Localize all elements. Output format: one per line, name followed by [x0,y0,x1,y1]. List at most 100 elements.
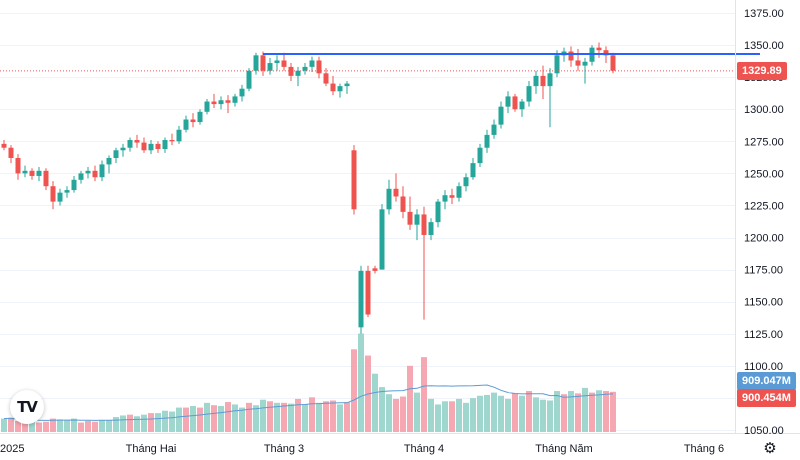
candle-body [1,143,7,148]
candle [78,170,84,184]
candle-body [582,61,588,66]
candle [288,63,294,82]
volume-bar [190,406,196,432]
volume-bar [582,387,588,432]
candle [449,188,455,205]
candle [155,141,161,153]
candle-body [71,179,77,191]
candle-body [414,214,420,225]
price-tick-label: 1300.00 [744,104,784,116]
candle [92,165,98,182]
candle-body [386,188,392,210]
candle [29,168,35,180]
candle [127,137,133,152]
volume-bar [29,419,35,432]
candle [498,101,504,129]
candle-body [519,101,525,110]
candle [36,166,42,182]
candle [71,175,77,193]
volume-bar [540,399,546,432]
volume-bars [1,333,616,432]
candle [477,143,483,167]
candle-body [246,70,252,89]
time-tick-label: Tháng 3 [264,443,304,455]
volume-bar [351,349,357,432]
time-tick-label: Tháng 6 [684,443,724,455]
candle-body [603,50,609,56]
volume-bar [512,393,518,432]
volume-bar [519,395,525,432]
candle-body [204,101,210,112]
candle [134,134,140,148]
volume-bar [288,403,294,432]
candle [22,165,28,178]
candle [239,84,245,102]
volume-bar [484,394,490,432]
volume-bar [323,401,329,432]
candle [414,209,420,241]
volume-bar [246,402,252,432]
volume-bar [379,387,385,432]
volume-bar [596,390,602,432]
volume-bar [204,402,210,432]
volume-bar [295,398,301,432]
candle-body [351,150,357,210]
last-price-label: 1329.89 [737,61,787,80]
volume-bar [267,401,273,432]
candle [57,188,63,206]
volume-ma-line [3,384,614,421]
candle-body [344,83,350,87]
candle-body [512,96,518,110]
candle-body [22,170,28,174]
candle [463,173,469,192]
candle-body [295,70,301,76]
volume-bar [36,422,42,432]
volume-bar [22,421,28,432]
volume-bar [428,398,434,432]
volume-bar [505,398,511,432]
candle-body [421,214,427,235]
volume-bar [253,405,259,432]
candle [1,140,7,151]
candle [183,115,189,133]
candle-body [190,119,196,123]
candle-body [57,192,63,202]
candle-body [155,143,161,150]
candle [365,265,371,318]
candle [407,196,413,230]
volume-bar [127,414,133,432]
candle [148,140,154,155]
price-tick-label: 1150.00 [744,297,783,309]
candle [421,206,427,320]
volume-bar [568,391,574,432]
candle [491,119,497,139]
volume-bar [169,411,175,432]
candle [589,45,595,66]
volume-bar [197,407,203,432]
candle [379,204,385,270]
volume-bar [400,396,406,432]
candle [85,166,91,179]
volume-bar [176,407,182,432]
volume-bar [526,391,532,432]
candle [393,173,399,202]
volume-bar [218,406,224,432]
candle-body [43,170,49,187]
candle [526,81,532,107]
candle-body [197,111,203,123]
candle-body [484,134,490,148]
gear-icon[interactable]: ⚙ [763,439,777,457]
candle-body [379,209,385,270]
drawings [0,53,760,72]
time-axis[interactable]: 2025 Tháng Hai Tháng 3 Tháng 4 Tháng Năm Thán… [0,443,724,455]
candle-body [547,73,553,87]
candle [64,186,70,198]
volume-bar [533,397,539,432]
candle-body [596,47,602,51]
volume-bar [78,422,84,432]
candle-body [78,173,84,180]
volume-bar [344,402,350,432]
tradingview-logo[interactable]: TV [10,390,44,424]
